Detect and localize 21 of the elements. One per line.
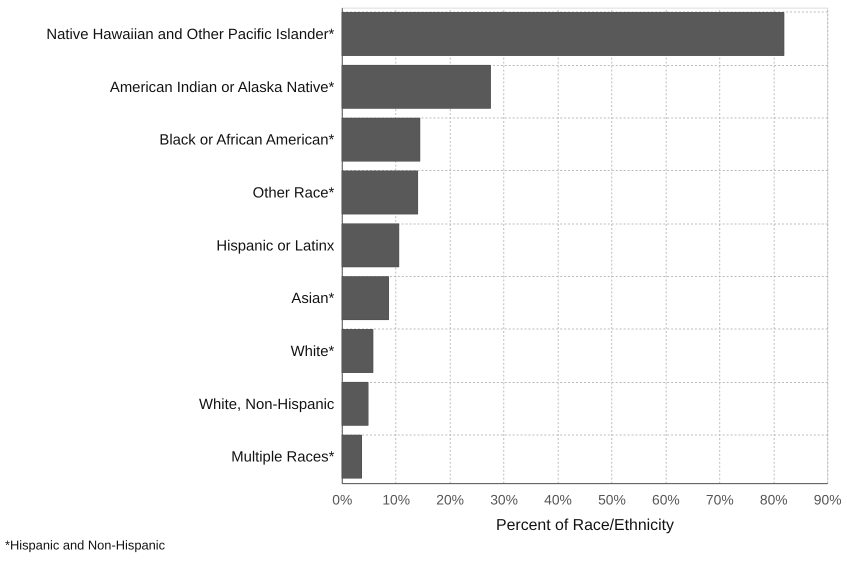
x-tick-label: 70% (706, 491, 734, 508)
x-tick-label: 10% (382, 491, 410, 508)
y-tick-label: Native Hawaiian and Other Pacific Islander* (46, 26, 335, 43)
y-tick-label: White, Non-Hispanic (199, 396, 335, 413)
y-tick-label: White* (290, 344, 335, 360)
x-tick-label: 50% (598, 491, 626, 508)
x-tick-label: 30% (490, 491, 518, 508)
y-tick-label: Asian* (291, 291, 335, 308)
x-axis-title: Percent of Race/Ethnicity (496, 517, 674, 534)
x-tick-label: 80% (760, 491, 788, 508)
x-tick-label: 20% (436, 491, 464, 508)
text: *Hispanic and Non-Hispanic (4, 537, 166, 552)
y-tick-label: Black or African American* (159, 132, 335, 149)
y-tick-label: Multiple Races* (231, 450, 335, 466)
x-tick-label: 0% (332, 491, 352, 508)
y-tick-label: Other Race* (252, 185, 335, 202)
y-tick-label: American Indian or Alaska Native* (110, 80, 335, 96)
x-tick-label: 60% (652, 491, 680, 508)
x-tick-label: 40% (544, 491, 572, 508)
y-tick-label: Hispanic or Latinx (216, 238, 335, 254)
x-tick-label: 90% (814, 491, 842, 508)
